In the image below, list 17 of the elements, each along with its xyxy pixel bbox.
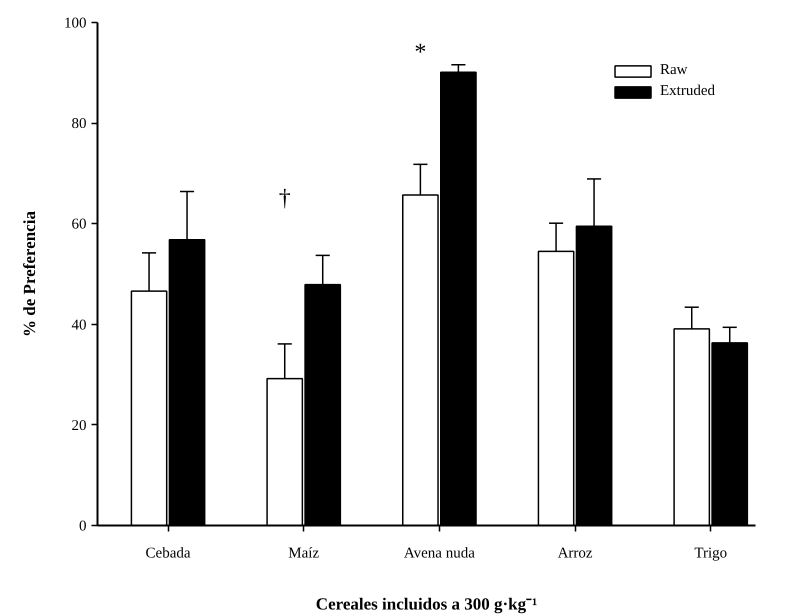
y-tick-label: 20 — [72, 418, 86, 434]
legend-label: Extruded — [660, 83, 715, 100]
y-tick-label: 0 — [79, 518, 86, 534]
legend-label: Raw — [660, 62, 688, 79]
y-tick-label: 60 — [72, 216, 86, 233]
x-tick-label: Arroz — [558, 546, 593, 562]
x-tick-label: Maíz — [288, 546, 320, 562]
annotation: * — [414, 40, 426, 66]
y-tick-label: 80 — [72, 116, 86, 132]
annotation: † — [278, 186, 291, 212]
x-tick-label: Cebada — [146, 546, 191, 562]
y-axis-title: % de Preferencia — [20, 210, 39, 337]
x-tick-label: Avena nuda — [404, 546, 476, 562]
y-tick-label: 100 — [64, 16, 86, 32]
y-tick-label: 40 — [72, 317, 86, 334]
x-axis-title: Cereales incluidos a 300 g·kg⁻¹ — [316, 594, 538, 614]
x-tick-label: Trigo — [694, 546, 728, 562]
